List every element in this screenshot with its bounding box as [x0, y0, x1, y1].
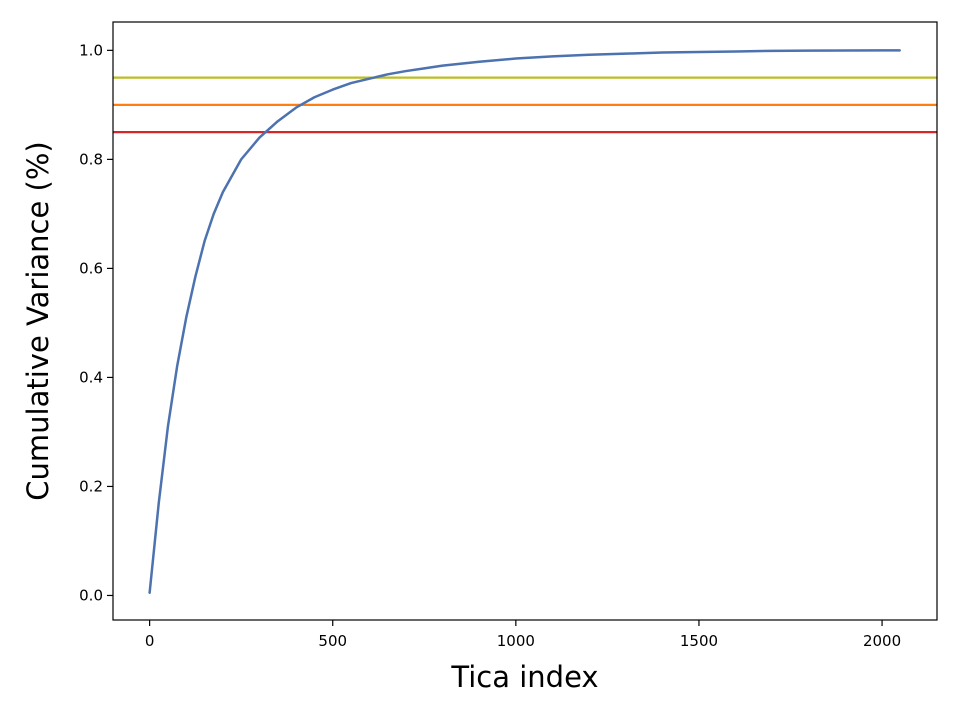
y-axis-title: Cumulative Variance (%)	[21, 141, 55, 500]
plot-area-background	[113, 22, 937, 620]
y-tick-label: 0.6	[79, 259, 103, 277]
x-axis-ticks: 0 500 1000 1500 2000	[145, 620, 901, 650]
y-tick-label: 0.2	[79, 477, 103, 495]
y-tick-label: 0.4	[79, 368, 103, 386]
x-axis-title: Tica index	[450, 660, 598, 694]
threshold-lines	[113, 76, 937, 134]
x-tick-label: 500	[318, 632, 347, 650]
x-tick-label: 0	[145, 632, 155, 650]
x-tick-label: 1500	[680, 632, 718, 650]
series-layer	[148, 49, 901, 594]
y-tick-label: 1.0	[79, 41, 103, 59]
series-line-0	[148, 49, 901, 594]
y-tick-label: 0.0	[79, 586, 103, 604]
y-axis-ticks: 0.0 0.2 0.4 0.6 0.8 1.0	[79, 41, 113, 604]
x-tick-label: 1000	[497, 632, 535, 650]
y-tick-label: 0.8	[79, 150, 103, 168]
x-tick-label: 2000	[863, 632, 901, 650]
plot-area-frame	[112, 21, 938, 621]
